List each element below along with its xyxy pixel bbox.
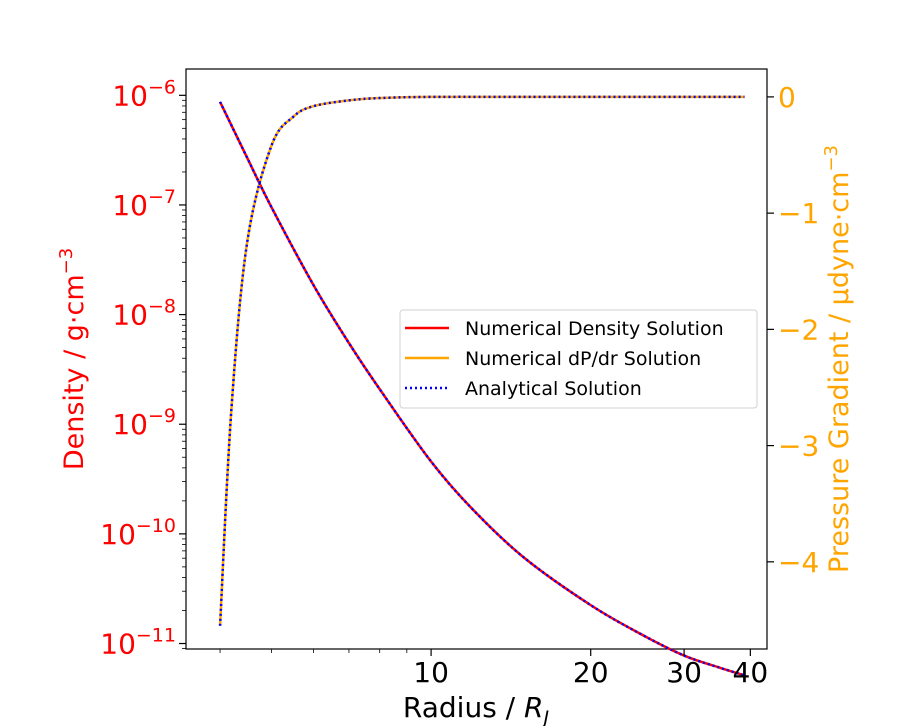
x-axis-label: Radius / RJ: [403, 691, 550, 726]
left-tick-label: 10−9: [112, 405, 176, 441]
legend-label-density: Numerical Density Solution: [465, 318, 724, 340]
legend-box: [399, 309, 758, 409]
right-tick-label: −2: [778, 313, 819, 346]
left-tick-label: 10−10: [100, 515, 176, 551]
right-tick-label: −4: [778, 546, 819, 579]
right-axis-label: Pressure Gradient / μdyne·cm−3: [821, 145, 855, 573]
x-tick-label: 10: [413, 656, 449, 689]
left-tick-label: 10−7: [112, 186, 176, 222]
legend-label-dpdr: Numerical dP/dr Solution: [465, 348, 701, 370]
legend-label-analytical: Analytical Solution: [465, 378, 642, 400]
left-tick-label: 10−11: [100, 625, 176, 661]
x-tick-label: 30: [666, 656, 702, 689]
curves: [218, 95, 745, 677]
plot-frame: [185, 68, 768, 650]
analytical-dpdr-line: [218, 95, 745, 626]
x-tick-label: 20: [573, 656, 609, 689]
x-tick-label: 40: [733, 656, 769, 689]
left-tick-label: 10−6: [112, 76, 176, 112]
right-tick-label: 0: [778, 81, 796, 114]
left-tick-label: 10−8: [112, 296, 176, 332]
left-axis-ticks: 10−6 10−7 10−8 10−9 10−10 10−11: [100, 76, 186, 661]
right-tick-label: −3: [778, 430, 819, 463]
legend: Numerical Density Solution Numerical dP/…: [399, 309, 758, 409]
density-line: [218, 101, 745, 677]
right-axis-ticks: 0 −1 −2 −3 −4: [767, 81, 819, 579]
right-tick-label: −1: [778, 197, 819, 230]
x-axis-ticks: 10 20 30 40: [219, 649, 769, 689]
left-axis-label: Density / g·cm−3: [56, 248, 90, 470]
